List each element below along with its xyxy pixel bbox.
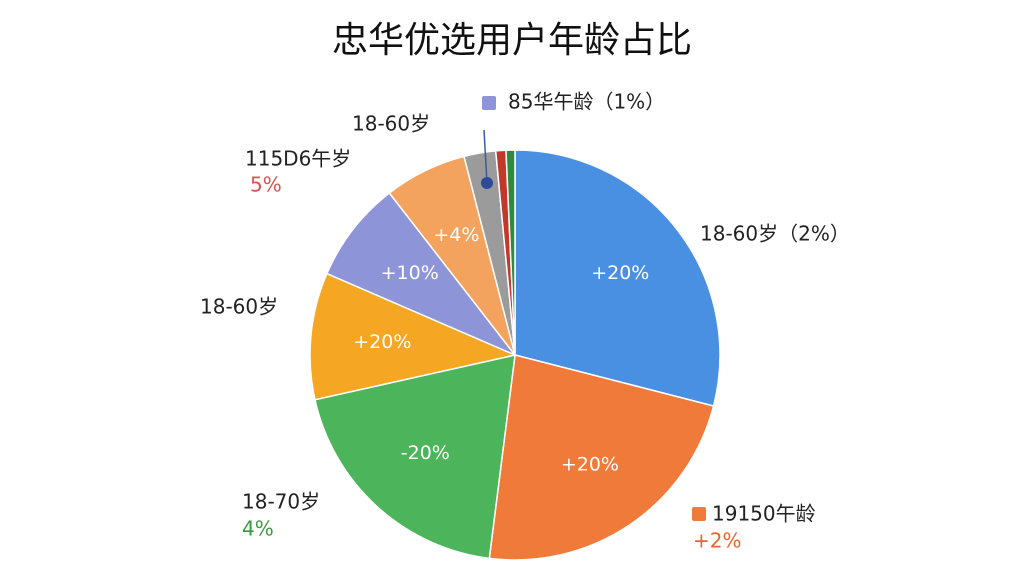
- slice-label: -20%: [401, 442, 450, 464]
- chart-title: 忠华优选用户年龄占比: [332, 20, 692, 61]
- pie-slice: [488, 354, 715, 561]
- outer-label: 19150午龄: [712, 502, 816, 526]
- outer-note: +2%: [693, 529, 742, 553]
- outer-label: 18-60岁（2%）: [700, 222, 850, 246]
- pie-slice: [309, 272, 518, 401]
- leader-line: [483, 129, 488, 184]
- pie-slice: [325, 191, 516, 356]
- slice-label: +10%: [381, 262, 439, 284]
- outer-label: 85华午龄（1%）: [508, 90, 665, 114]
- outer-label: 18-70岁: [242, 490, 320, 514]
- slice-label: +4%: [433, 224, 479, 246]
- outer-note: 5%: [250, 173, 282, 197]
- leader-dot: [481, 177, 493, 189]
- slice-label: +20%: [353, 331, 411, 353]
- pie-slice: [514, 149, 721, 407]
- outer-label: 18-60岁: [200, 295, 278, 319]
- pie-slice: [314, 354, 516, 560]
- legend-marker: [692, 507, 706, 521]
- pie-slice: [505, 149, 516, 356]
- slice-label: +20%: [561, 454, 619, 476]
- outer-label: 115D6午岁: [245, 147, 351, 171]
- outer-note: 4%: [242, 517, 274, 541]
- legend-marker: [482, 96, 496, 110]
- slice-label: +20%: [591, 262, 649, 284]
- outer-label: 18-60岁: [352, 112, 430, 136]
